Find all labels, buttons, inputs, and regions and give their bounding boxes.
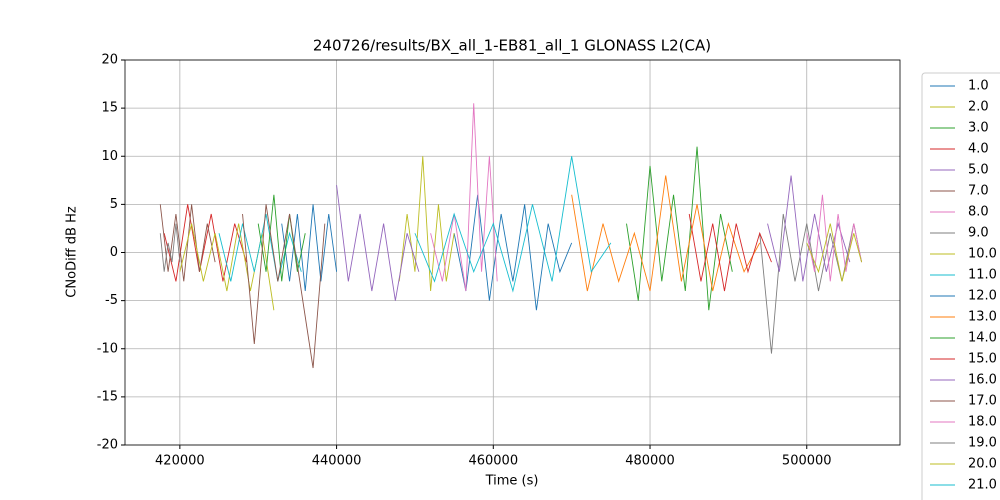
- legend-label: 18.0: [968, 415, 997, 430]
- x-tick-label: 440000: [312, 454, 362, 469]
- legend-label: 11.0: [968, 268, 997, 283]
- series-line: [163, 204, 247, 282]
- legend-label: 8.0: [968, 205, 989, 220]
- series-line: [257, 194, 306, 282]
- x-tick-label: 480000: [625, 454, 675, 469]
- y-tick-label: 5: [110, 197, 118, 212]
- series-line: [159, 204, 216, 282]
- y-tick-label: 15: [101, 101, 118, 116]
- x-tick-label: 500000: [782, 454, 832, 469]
- legend-label: 13.0: [968, 310, 997, 325]
- y-tick-label: 20: [101, 53, 118, 68]
- legend-label: 15.0: [968, 352, 997, 367]
- series-line: [626, 146, 733, 311]
- y-tick-label: -15: [97, 389, 118, 404]
- series-line: [336, 185, 420, 301]
- series-line: [571, 175, 761, 292]
- legend-label: 12.0: [968, 289, 997, 304]
- x-tick-label: 460000: [468, 454, 518, 469]
- legend-label: 14.0: [968, 331, 997, 346]
- legend-label: 19.0: [968, 436, 997, 451]
- series-line: [242, 204, 326, 369]
- y-tick-label: -5: [105, 293, 118, 308]
- series-line: [688, 213, 772, 292]
- x-axis-label: Time (s): [485, 474, 539, 489]
- y-tick-label: 0: [110, 245, 118, 260]
- legend-label: 16.0: [968, 373, 997, 388]
- y-tick-label: 10: [101, 149, 118, 164]
- series-line: [430, 103, 498, 292]
- series-line: [218, 213, 302, 282]
- series-line: [453, 194, 573, 311]
- legend-label: 7.0: [968, 184, 989, 199]
- legend-label: 1.0: [968, 79, 989, 94]
- series-line: [806, 223, 863, 282]
- series-line: [159, 223, 181, 272]
- legend-label: 9.0: [968, 226, 989, 241]
- legend-label: 5.0: [968, 163, 989, 178]
- series-line: [806, 194, 863, 282]
- legend-label: 4.0: [968, 142, 989, 157]
- y-tick-label: -10: [97, 341, 118, 356]
- legend-box: [921, 72, 1000, 500]
- series-line: [414, 156, 612, 293]
- x-tick-label: 420000: [155, 454, 205, 469]
- plot-frame: [124, 59, 901, 446]
- series-line: [281, 204, 338, 292]
- legend-label: 21.0: [968, 478, 997, 493]
- legend-label: 2.0: [968, 100, 989, 115]
- legend-label: 20.0: [968, 457, 997, 472]
- chart-title: 240726/results/BX_all_1-EB81_all_1 GLONA…: [313, 37, 711, 56]
- legend-label: 17.0: [968, 394, 997, 409]
- legend-label: 3.0: [968, 121, 989, 136]
- y-axis-label: CNoDiff dB Hz: [65, 206, 80, 298]
- legend-label: 10.0: [968, 247, 997, 262]
- y-tick-label: -20: [97, 438, 118, 453]
